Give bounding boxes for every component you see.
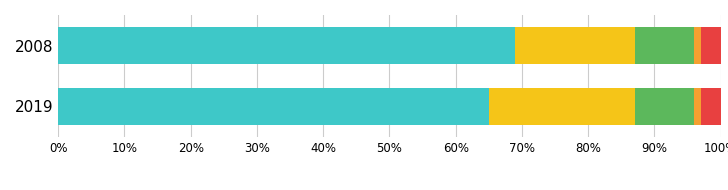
Bar bbox=[635, 27, 695, 64]
Bar bbox=[489, 88, 635, 125]
Bar bbox=[695, 27, 701, 64]
Bar bbox=[635, 88, 695, 125]
Bar bbox=[58, 27, 515, 64]
Bar bbox=[58, 88, 489, 125]
Bar bbox=[695, 88, 701, 125]
Bar bbox=[701, 27, 721, 64]
Bar bbox=[701, 88, 721, 125]
Bar bbox=[515, 27, 635, 64]
